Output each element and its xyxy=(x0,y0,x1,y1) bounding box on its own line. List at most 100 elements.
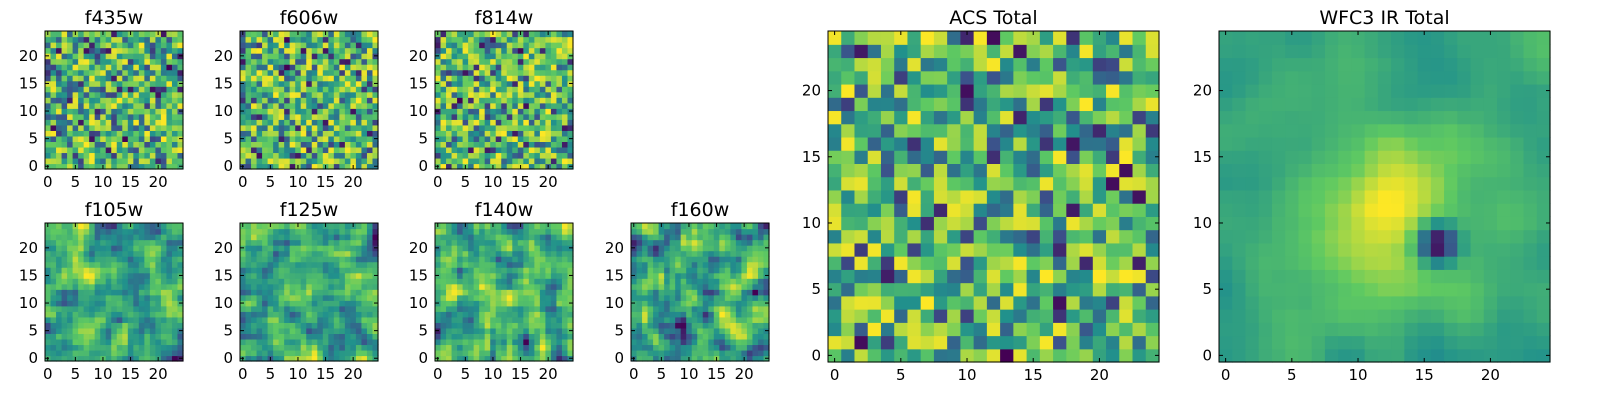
heatmap-cell xyxy=(686,267,693,274)
heatmap-cell xyxy=(251,58,258,65)
heatmap-cell xyxy=(561,311,569,318)
heatmap-cell xyxy=(686,316,693,323)
heatmap-cell xyxy=(111,113,118,120)
heatmap-cell xyxy=(267,108,274,115)
heatmap-cell xyxy=(306,36,313,43)
heatmap-cell xyxy=(177,152,184,159)
heatmap-cell xyxy=(545,58,552,65)
heatmap-cell xyxy=(45,69,52,76)
heatmap-cell xyxy=(675,294,682,301)
heatmap-cell xyxy=(105,31,112,38)
heatmap-cell xyxy=(177,294,184,301)
heatmap-cell xyxy=(322,119,329,126)
heatmap-cell xyxy=(160,250,168,257)
heatmap-cell xyxy=(567,239,574,246)
heatmap-cell xyxy=(933,309,948,323)
heatmap-cell xyxy=(166,86,173,93)
heatmap-cell xyxy=(355,278,363,285)
heatmap-cell xyxy=(867,150,882,164)
heatmap-cell xyxy=(94,31,101,38)
heatmap-cell xyxy=(550,119,558,126)
heatmap-cell xyxy=(116,289,123,296)
heatmap-cell xyxy=(501,283,508,290)
heatmap-cell xyxy=(680,267,687,274)
heatmap-cell xyxy=(550,349,558,357)
heatmap-cell xyxy=(440,256,447,263)
heatmap-cell xyxy=(166,157,173,165)
heatmap-cell xyxy=(122,355,129,362)
heatmap-cell xyxy=(636,349,643,357)
heatmap-cell xyxy=(89,163,96,170)
heatmap-cell xyxy=(468,108,475,115)
heatmap-cell xyxy=(344,333,351,340)
heatmap-cell xyxy=(495,157,502,165)
heatmap-cell xyxy=(350,42,357,49)
heatmap-cell xyxy=(116,152,123,159)
heatmap-cell xyxy=(256,141,263,148)
heatmap-cell xyxy=(138,228,145,235)
heatmap-cell xyxy=(567,294,574,301)
y-tick-label: 0 xyxy=(223,157,233,175)
heatmap-cell xyxy=(446,102,453,109)
heatmap-cell xyxy=(166,64,173,71)
heatmap-cell xyxy=(355,108,363,115)
heatmap-cell xyxy=(479,69,486,76)
heatmap-cell xyxy=(361,130,368,137)
heatmap-cell xyxy=(664,294,671,301)
heatmap-cell xyxy=(300,239,307,246)
heatmap-cell xyxy=(89,228,96,235)
heatmap-cell xyxy=(339,124,346,131)
heatmap-cell xyxy=(517,124,524,131)
heatmap-cell xyxy=(116,228,123,235)
heatmap-cell xyxy=(311,47,318,54)
heatmap-cell xyxy=(171,311,179,318)
heatmap-cell xyxy=(462,272,469,279)
heatmap-cell xyxy=(72,157,79,165)
heatmap-cell xyxy=(735,349,742,357)
y-tick-label: 20 xyxy=(19,239,38,257)
heatmap-cell xyxy=(284,47,291,54)
heatmap-cell xyxy=(501,91,508,98)
heatmap-cell xyxy=(166,322,173,329)
heatmap-cell xyxy=(138,86,145,93)
heatmap-cell xyxy=(100,42,107,49)
heatmap-cell xyxy=(251,53,258,60)
heatmap-cell xyxy=(67,69,74,76)
heatmap-cell xyxy=(317,300,324,307)
heatmap-cell xyxy=(642,322,649,329)
heatmap-cell xyxy=(545,322,552,329)
heatmap-cell xyxy=(372,349,379,357)
heatmap-cell xyxy=(490,130,497,137)
heatmap-cell xyxy=(636,305,643,312)
heatmap-cell xyxy=(713,228,720,235)
heatmap-cell xyxy=(256,289,263,296)
heatmap-cell xyxy=(256,124,263,131)
heatmap-cell xyxy=(350,80,357,87)
heatmap-cell xyxy=(166,80,173,87)
heatmap-cell xyxy=(284,135,291,142)
x-tick-label: 10 xyxy=(93,173,112,191)
heatmap-cell xyxy=(528,157,535,165)
heatmap-cell xyxy=(451,152,458,159)
heatmap-cell xyxy=(473,234,480,241)
heatmap-cell xyxy=(344,69,351,76)
heatmap-cell xyxy=(920,256,935,270)
heatmap-cell xyxy=(372,119,379,126)
heatmap-cell xyxy=(284,42,291,49)
heatmap-cell xyxy=(473,124,480,131)
heatmap-cell xyxy=(372,64,379,71)
heatmap-cell xyxy=(273,119,280,126)
heatmap-cell xyxy=(273,278,280,285)
heatmap-cell xyxy=(468,86,475,93)
heatmap-cell xyxy=(372,338,379,346)
heatmap-cell xyxy=(56,64,63,71)
heatmap-cell xyxy=(933,335,948,350)
heatmap-cell xyxy=(534,261,541,268)
heatmap-cell xyxy=(61,289,68,296)
heatmap-cell xyxy=(366,119,374,126)
panel-title: f814w xyxy=(475,7,534,29)
heatmap-cell xyxy=(328,80,335,87)
heatmap-cell xyxy=(295,75,302,82)
heatmap-cell xyxy=(155,69,162,76)
heatmap-cell xyxy=(300,289,307,296)
